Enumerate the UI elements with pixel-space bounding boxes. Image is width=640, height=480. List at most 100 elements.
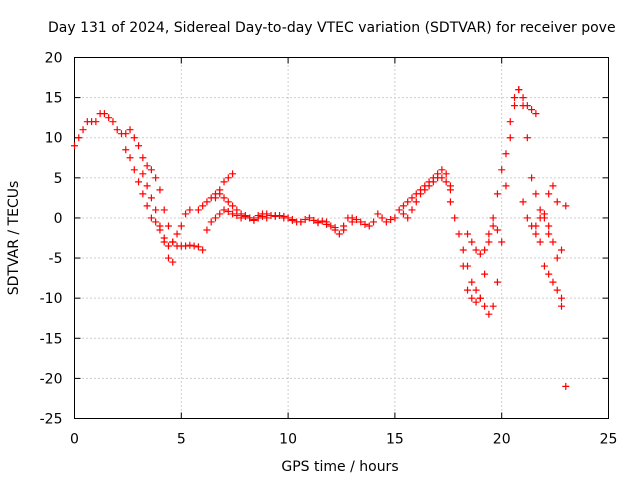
data-point [404,198,412,206]
series-track-g [399,174,454,222]
data-marks [71,86,570,390]
x-tick-label: 10 [279,432,297,448]
data-point [297,218,305,226]
data-point [523,214,531,222]
data-point [451,214,459,222]
data-point [194,206,202,214]
data-point [229,210,237,218]
data-point [511,102,519,110]
data-point [75,134,83,142]
data-point [493,226,501,234]
data-point [113,126,121,134]
data-point [263,214,271,222]
data-point [442,170,450,178]
data-point [374,210,382,218]
x-tick-label: 20 [493,432,511,448]
data-point [493,190,501,198]
data-point [314,218,322,226]
data-point [562,382,570,390]
y-tick-label: -15 [40,331,63,347]
data-point [468,238,476,246]
data-point [523,134,531,142]
data-point [152,174,160,182]
data-point [472,298,480,306]
data-point [399,210,407,218]
data-point [549,182,557,190]
data-point [348,218,356,226]
data-point [109,118,117,126]
data-point [562,202,570,210]
data-point [387,216,395,224]
data-point [164,242,172,250]
y-tick-label: 0 [54,211,63,227]
data-point [357,218,365,226]
data-point [147,214,155,222]
data-point [481,270,489,278]
data-point [417,190,425,198]
data-point [135,142,143,150]
data-point [323,220,331,228]
data-point [545,190,553,198]
data-point [105,114,113,122]
data-point [361,220,369,228]
data-point [545,230,553,238]
data-point [92,118,100,126]
data-point [288,216,296,224]
data-point [177,222,185,230]
data-point [224,174,232,182]
y-tick-label: -25 [40,412,63,428]
data-point [79,126,87,134]
data-point [472,246,480,254]
data-point [216,210,224,218]
data-point [395,206,403,214]
data-point [502,150,510,158]
data-point [498,166,506,174]
y-tick-label: 5 [54,171,63,187]
data-point [481,302,489,310]
data-point [511,94,519,102]
data-point [160,238,168,246]
data-point [446,186,454,194]
data-point [164,254,172,262]
data-point [224,198,232,206]
data-point [318,217,326,225]
data-point [438,174,446,182]
data-point [169,258,177,266]
data-point [156,186,164,194]
data-point [164,222,172,230]
data-point [224,208,232,216]
data-point [237,214,245,222]
data-point [152,206,160,214]
data-point [327,222,335,230]
data-point [553,254,561,262]
data-point [558,246,566,254]
data-point [468,278,476,286]
data-point [122,146,130,154]
data-point [250,216,258,224]
data-point [515,86,523,94]
data-point [135,178,143,186]
data-point [536,214,544,222]
data-point [498,238,506,246]
x-tick-label: 0 [70,432,79,448]
data-point [139,190,147,198]
data-point [305,214,313,222]
data-point [216,186,224,194]
data-point [139,170,147,178]
data-point [438,166,446,174]
series-track-k [502,86,570,262]
data-point [485,238,493,246]
data-point [558,302,566,310]
y-axis-label: SDTVAR / TECUs [6,181,22,296]
data-point [532,110,540,118]
chart-title: Day 131 of 2024, Sidereal Day-to-day VTE… [48,20,616,36]
data-point [391,214,399,222]
y-tick-labels: 20 15 10 5 0 -5 -10 -15 -20 -25 [40,51,63,428]
series-track-f [211,170,237,202]
data-point [186,206,194,214]
data-point [143,162,151,170]
data-point [536,238,544,246]
data-point [540,210,548,218]
data-point [126,154,134,162]
data-point [335,230,343,238]
